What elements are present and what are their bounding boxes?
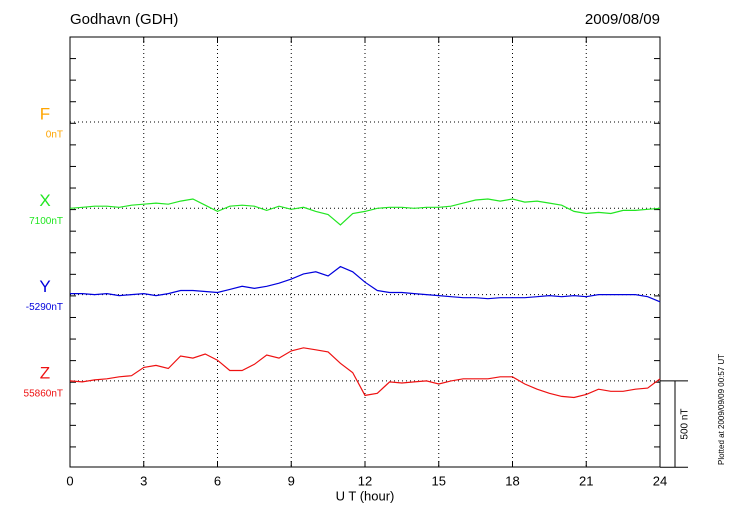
series-line	[69, 347, 661, 399]
chart-date: 2009/08/09	[585, 11, 660, 28]
x-tick-label: 0	[66, 473, 73, 488]
x-tick-label: 9	[288, 473, 295, 488]
scale-label: 500 nT	[680, 408, 691, 439]
x-tick-label: 15	[432, 473, 446, 488]
x-tick-label: 3	[140, 473, 147, 488]
x-tick-label: 6	[214, 473, 221, 488]
x-tick-label: 24	[653, 473, 667, 488]
baseline-label: -5290nT	[26, 302, 63, 313]
series-name: Y	[39, 277, 50, 296]
x-tick-label: 12	[358, 473, 372, 488]
series-name: F	[40, 104, 50, 123]
series-line	[69, 198, 661, 226]
baseline-label: 0nT	[46, 130, 63, 141]
series-name: Z	[40, 363, 50, 382]
baseline-label: 7100nT	[29, 216, 63, 227]
series-line	[70, 265, 661, 303]
x-tick-label: 21	[579, 473, 593, 488]
plot-note: Plotted at 2009/09/09 00:57 UT	[717, 354, 726, 465]
x-tick-label: 18	[505, 473, 519, 488]
series-name: X	[39, 191, 50, 210]
baseline-label: 55860nT	[24, 389, 63, 400]
x-axis-label: U T (hour)	[336, 488, 395, 503]
chart-title: Godhavn (GDH)	[70, 11, 178, 28]
